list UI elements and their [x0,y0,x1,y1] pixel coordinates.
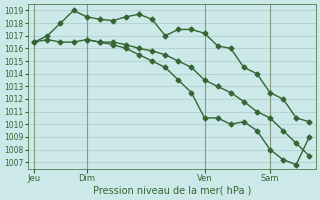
X-axis label: Pression niveau de la mer( hPa ): Pression niveau de la mer( hPa ) [92,186,251,196]
